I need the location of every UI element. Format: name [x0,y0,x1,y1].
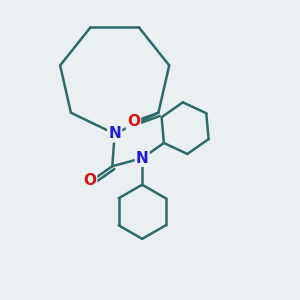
Text: N: N [108,126,121,141]
Text: N: N [136,151,148,166]
Text: O: O [83,172,96,188]
Text: O: O [127,114,140,129]
